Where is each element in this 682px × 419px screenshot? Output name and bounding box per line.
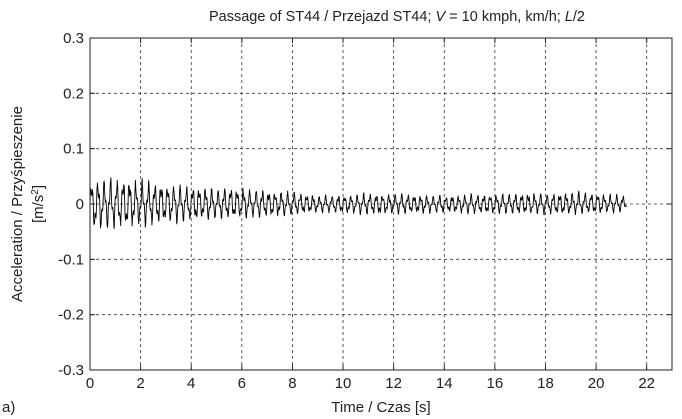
x-tick-label: 16: [487, 375, 504, 392]
x-tick-label: 10: [335, 375, 352, 392]
x-tick-label: 4: [187, 375, 195, 392]
x-tick-label: 20: [588, 375, 605, 392]
x-tick-label: 14: [436, 375, 453, 392]
y-tick-label: -0.3: [58, 362, 84, 379]
x-tick-label: 2: [136, 375, 144, 392]
y-axis-title-line1: Acceleration / Przyśpieszenie: [9, 106, 26, 302]
y-tick-label: -0.1: [58, 251, 84, 268]
y-tick-label: 0: [76, 196, 84, 213]
panel-label: a): [2, 399, 15, 416]
x-tick-label: 18: [537, 375, 554, 392]
y-tick-labels: -0.3 -0.2 -0.1 0 0.1 0.2 0.3: [58, 30, 84, 379]
y-tick-label: -0.2: [58, 307, 84, 324]
y-tick-label: 0.3: [63, 30, 84, 47]
x-tick-label: 8: [288, 375, 296, 392]
acceleration-trace: [90, 177, 626, 228]
y-tick-label: 0.1: [63, 141, 84, 158]
y-tick-label: 0.2: [63, 85, 84, 102]
series-line: [90, 177, 626, 228]
x-tick-labels: 0 2 4 6 8 10 12 14 16 18 20 22: [86, 375, 655, 392]
chart-title: Passage of ST44 / Przejazd ST44; V = 10 …: [209, 9, 585, 25]
x-tick-label: 22: [638, 375, 655, 392]
x-axis-title: Time / Czas [s]: [331, 399, 430, 416]
x-tick-label: 6: [238, 375, 246, 392]
x-tick-label: 0: [86, 375, 94, 392]
x-tick-label: 12: [385, 375, 402, 392]
y-axis-title-line2: [m/s2]: [30, 185, 48, 223]
